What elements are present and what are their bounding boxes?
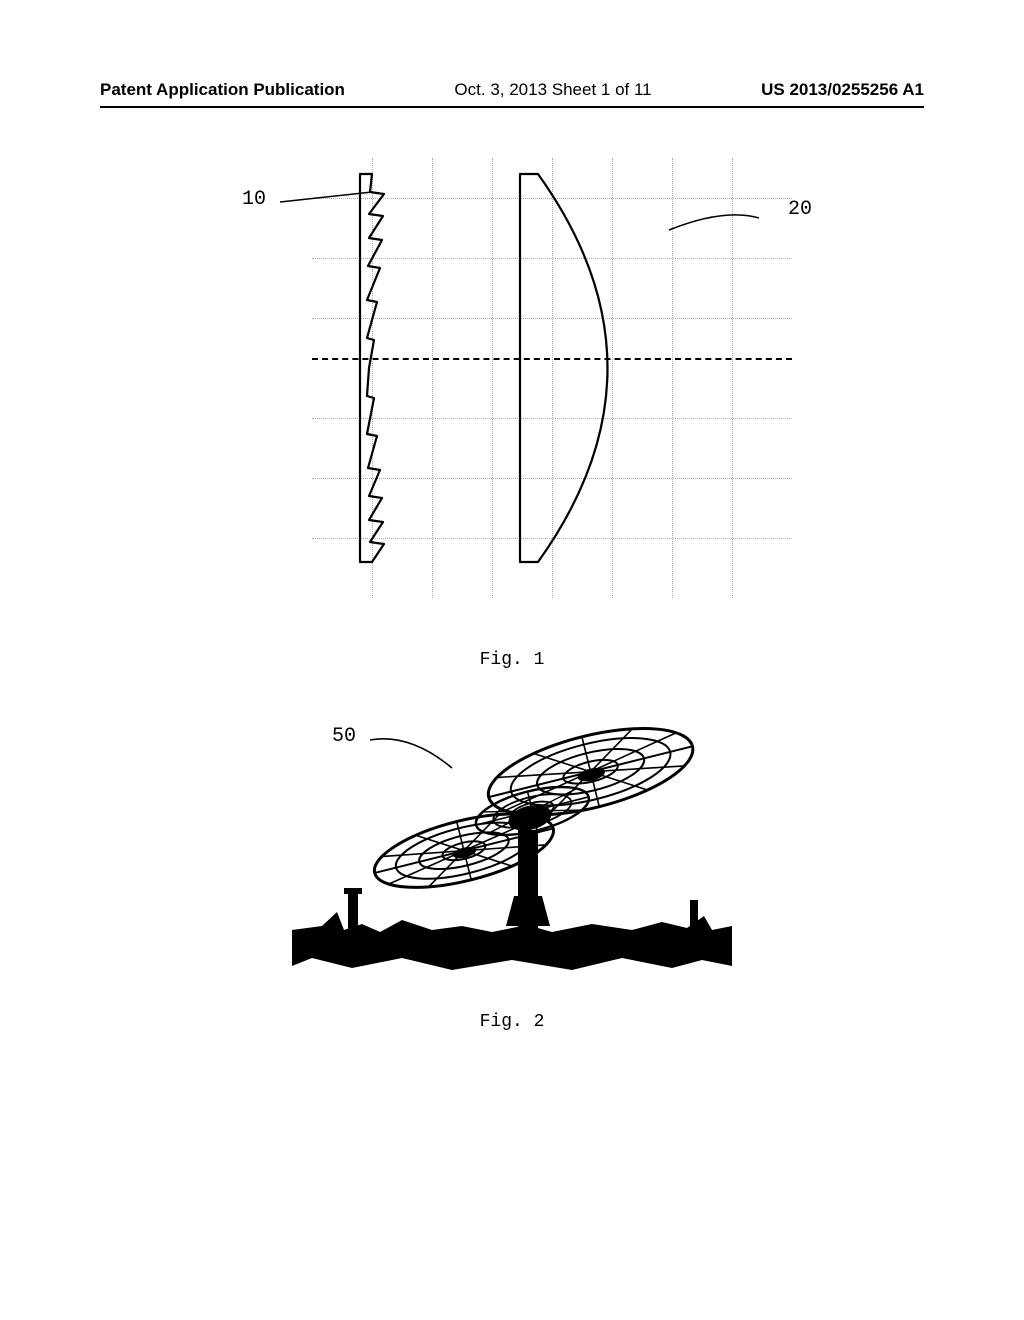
- header-publication: Patent Application Publication: [100, 80, 345, 100]
- page-header: Patent Application Publication Oct. 3, 2…: [100, 80, 924, 108]
- header-patent-number: US 2013/0255256 A1: [761, 80, 924, 100]
- reference-label-10: 10: [242, 188, 266, 211]
- figure-1: 10 20: [232, 158, 792, 638]
- header-sheet-info: Oct. 3, 2013 Sheet 1 of 11: [454, 80, 651, 100]
- figure-2-caption: Fig. 2: [100, 1012, 924, 1032]
- dish-antenna-illustration: [292, 720, 732, 980]
- reference-label-20: 20: [788, 198, 812, 221]
- figures-area: 10 20 Fig. 1 50: [100, 158, 924, 1032]
- figure-2: 50: [292, 720, 732, 1000]
- patent-page: Patent Application Publication Oct. 3, 2…: [0, 0, 1024, 1320]
- figure-1-caption: Fig. 1: [100, 650, 924, 670]
- fresnel-lens-icon: [352, 168, 412, 568]
- convex-lens-icon: [512, 168, 692, 568]
